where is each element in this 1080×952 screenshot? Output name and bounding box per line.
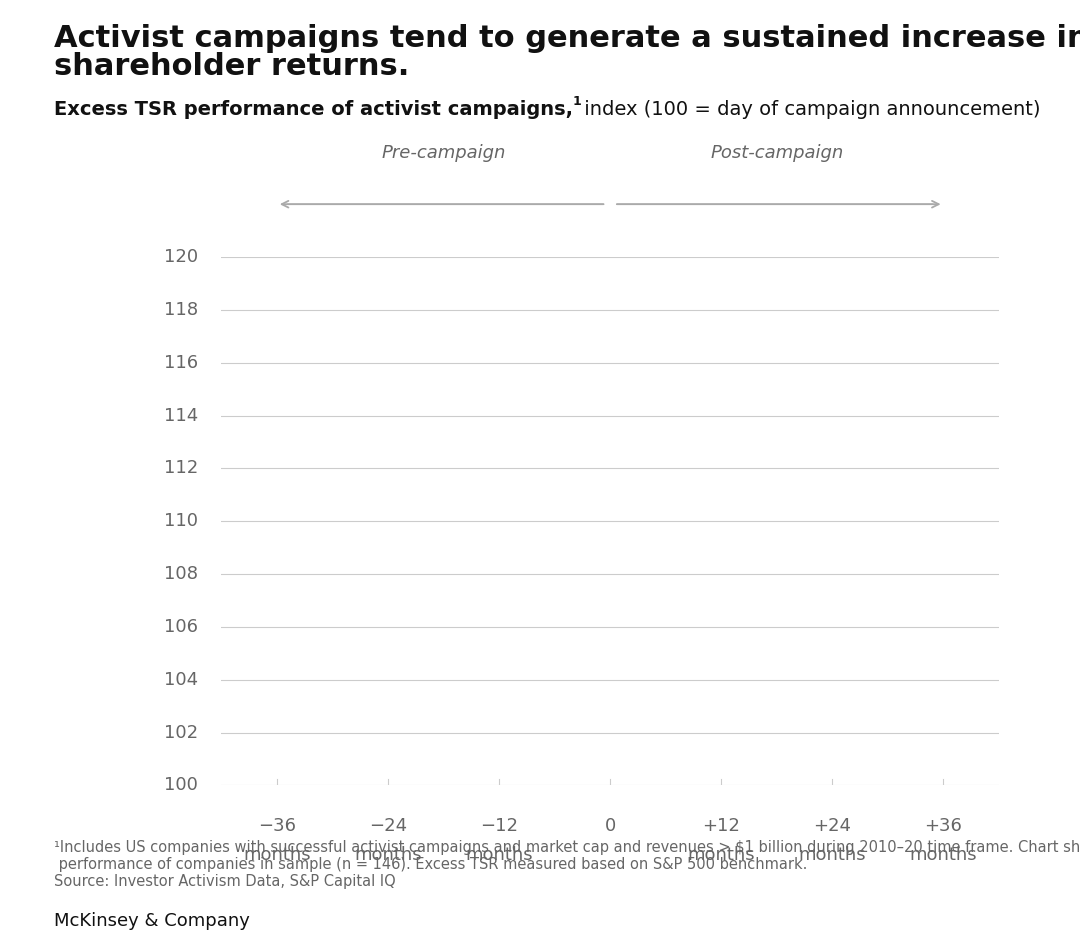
Text: 116: 116: [164, 354, 199, 371]
Text: months: months: [465, 846, 532, 864]
Text: 100: 100: [164, 777, 199, 794]
Text: 110: 110: [164, 512, 199, 530]
Text: 112: 112: [164, 460, 199, 477]
Text: 1: 1: [573, 95, 582, 109]
Text: months: months: [354, 846, 422, 864]
Text: 118: 118: [164, 301, 199, 319]
Text: Post-campaign: Post-campaign: [711, 144, 843, 162]
Text: months: months: [909, 846, 977, 864]
Text: Source: Investor Activism Data, S&P Capital IQ: Source: Investor Activism Data, S&P Capi…: [54, 874, 395, 889]
Text: −24: −24: [369, 817, 407, 835]
Text: Pre-campaign: Pre-campaign: [381, 144, 505, 162]
Text: −36: −36: [258, 817, 296, 835]
Text: 0: 0: [605, 817, 616, 835]
Text: 120: 120: [164, 248, 199, 266]
Text: Excess TSR performance of activist campaigns,: Excess TSR performance of activist campa…: [54, 100, 573, 119]
Text: months: months: [798, 846, 866, 864]
Text: 114: 114: [164, 407, 199, 425]
Text: 108: 108: [164, 565, 199, 583]
Text: Activist campaigns tend to generate a sustained increase in: Activist campaigns tend to generate a su…: [54, 24, 1080, 52]
Text: ¹Includes US companies with successful activist campaigns and market cap and rev: ¹Includes US companies with successful a…: [54, 840, 1080, 855]
Text: 106: 106: [164, 618, 199, 636]
Text: +12: +12: [702, 817, 740, 835]
Text: performance of companies in sample (n = 146). Excess TSR measured based on S&P 5: performance of companies in sample (n = …: [54, 857, 808, 872]
Text: +24: +24: [813, 817, 851, 835]
Text: 102: 102: [164, 724, 199, 742]
Text: 104: 104: [164, 671, 199, 688]
Text: shareholder returns.: shareholder returns.: [54, 52, 409, 81]
Text: −12: −12: [481, 817, 518, 835]
Text: +36: +36: [924, 817, 962, 835]
Text: index (100 = day of campaign announcement): index (100 = day of campaign announcemen…: [579, 100, 1041, 119]
Text: months: months: [688, 846, 755, 864]
Text: months: months: [243, 846, 311, 864]
Text: McKinsey & Company: McKinsey & Company: [54, 912, 249, 930]
